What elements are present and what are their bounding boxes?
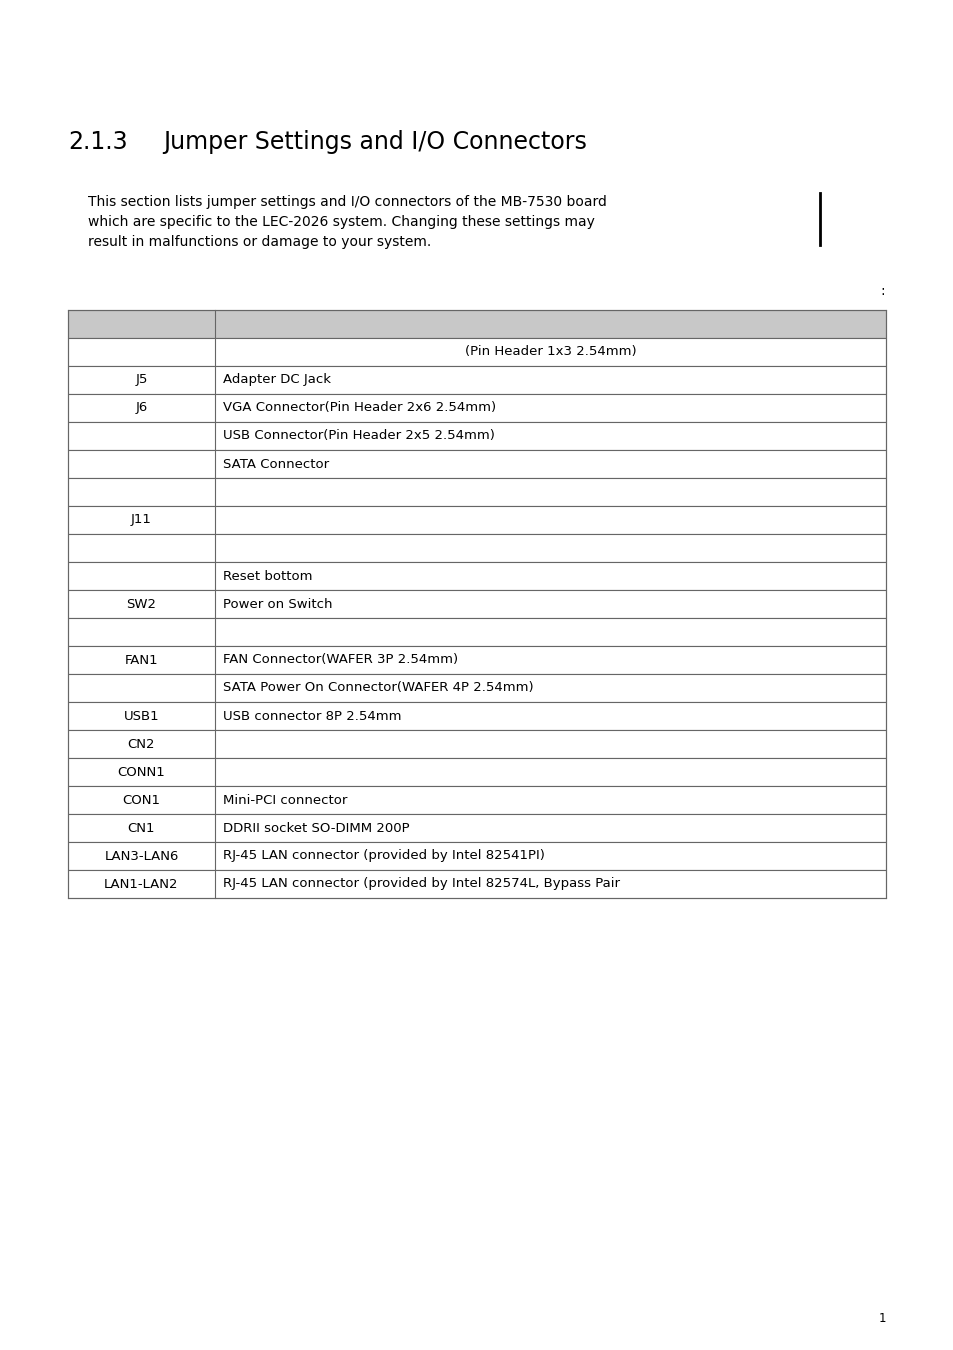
Text: Jumper Settings and I/O Connectors: Jumper Settings and I/O Connectors	[163, 130, 586, 154]
Text: SW2: SW2	[127, 598, 156, 610]
Bar	[68, 618, 885, 647]
Bar	[68, 869, 885, 898]
Bar	[68, 730, 885, 757]
Text: CONN1: CONN1	[117, 765, 165, 779]
Text: SATA Power On Connector(WAFER 4P 2.54mm): SATA Power On Connector(WAFER 4P 2.54mm)	[223, 682, 533, 694]
Text: (Pin Header 1x3 2.54mm): (Pin Header 1x3 2.54mm)	[464, 346, 636, 359]
Bar	[68, 757, 885, 786]
Bar	[68, 478, 885, 506]
Text: J6: J6	[135, 401, 148, 414]
Bar	[68, 786, 885, 814]
Bar	[68, 814, 885, 842]
Text: which are specific to the LEC-2026 system. Changing these settings may: which are specific to the LEC-2026 syste…	[88, 215, 595, 230]
Bar	[68, 647, 885, 674]
Text: USB connector 8P 2.54mm: USB connector 8P 2.54mm	[223, 710, 401, 722]
Bar	[68, 310, 885, 338]
Bar	[68, 506, 885, 535]
Text: :: :	[879, 284, 883, 298]
Text: RJ-45 LAN connector (provided by Intel 82574L, Bypass Pair: RJ-45 LAN connector (provided by Intel 8…	[223, 878, 619, 891]
Bar	[68, 562, 885, 590]
Text: USB1: USB1	[124, 710, 159, 722]
Text: J11: J11	[131, 513, 152, 526]
Text: Mini-PCI connector: Mini-PCI connector	[223, 794, 347, 806]
Text: RJ-45 LAN connector (provided by Intel 82541PI): RJ-45 LAN connector (provided by Intel 8…	[223, 849, 544, 863]
Text: VGA Connector(Pin Header 2x6 2.54mm): VGA Connector(Pin Header 2x6 2.54mm)	[223, 401, 496, 414]
Text: J5: J5	[135, 374, 148, 386]
Text: CON1: CON1	[122, 794, 160, 806]
Text: USB Connector(Pin Header 2x5 2.54mm): USB Connector(Pin Header 2x5 2.54mm)	[223, 429, 495, 443]
Text: Reset bottom: Reset bottom	[223, 570, 313, 582]
Bar	[68, 535, 885, 562]
Text: CN2: CN2	[128, 737, 155, 751]
Text: CN1: CN1	[128, 822, 155, 834]
Bar	[68, 366, 885, 394]
Text: FAN Connector(WAFER 3P 2.54mm): FAN Connector(WAFER 3P 2.54mm)	[223, 653, 457, 667]
Text: Adapter DC Jack: Adapter DC Jack	[223, 374, 331, 386]
Text: 2.1.3: 2.1.3	[68, 130, 128, 154]
Text: FAN1: FAN1	[125, 653, 158, 667]
Bar	[68, 338, 885, 366]
Text: LAN3-LAN6: LAN3-LAN6	[104, 849, 178, 863]
Text: SATA Connector: SATA Connector	[223, 458, 329, 471]
Text: LAN1-LAN2: LAN1-LAN2	[104, 878, 178, 891]
Text: DDRII socket SO-DIMM 200P: DDRII socket SO-DIMM 200P	[223, 822, 409, 834]
Text: result in malfunctions or damage to your system.: result in malfunctions or damage to your…	[88, 235, 431, 248]
Bar	[68, 674, 885, 702]
Bar	[68, 423, 885, 450]
Text: 1: 1	[878, 1312, 885, 1324]
Bar	[68, 702, 885, 730]
Text: Power on Switch: Power on Switch	[223, 598, 333, 610]
Bar	[68, 842, 885, 869]
Bar	[68, 450, 885, 478]
Text: This section lists jumper settings and I/O connectors of the MB-7530 board: This section lists jumper settings and I…	[88, 194, 606, 209]
Bar	[68, 590, 885, 618]
Bar	[68, 394, 885, 423]
